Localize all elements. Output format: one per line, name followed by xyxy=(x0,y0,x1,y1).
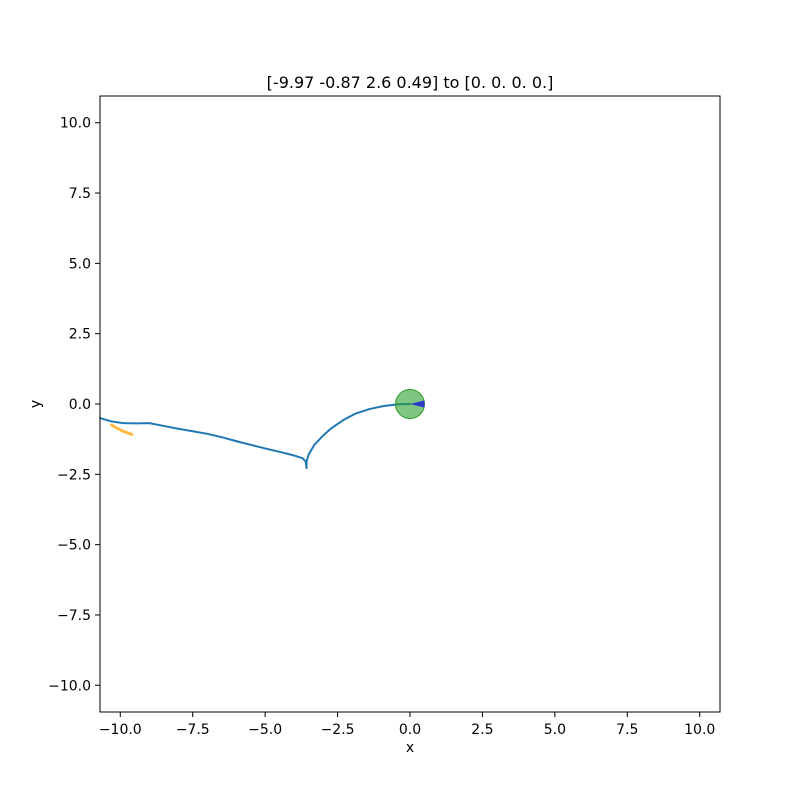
x-tick-label: −5.0 xyxy=(248,722,282,738)
x-tick-label: −2.5 xyxy=(321,722,355,738)
x-tick-label: 7.5 xyxy=(616,722,638,738)
series-line-1 xyxy=(110,423,134,436)
y-tick-label: −5.0 xyxy=(57,538,91,554)
y-tick-label: 10.0 xyxy=(60,116,91,132)
y-tick-label: 0.0 xyxy=(69,397,91,413)
x-tick-label: 0.0 xyxy=(399,722,421,738)
y-tick-label: 2.5 xyxy=(69,327,91,343)
chart-title: [-9.97 -0.87 2.6 0.49] to [0. 0. 0. 0.] xyxy=(267,73,554,92)
y-tick-label: −10.0 xyxy=(48,678,91,694)
x-axis-label: x xyxy=(406,740,414,756)
x-tick-label: 2.5 xyxy=(471,722,493,738)
y-tick-label: −7.5 xyxy=(57,608,91,624)
y-axis-label: y xyxy=(28,400,44,408)
x-tick-label: −10.0 xyxy=(99,722,142,738)
series-line-0 xyxy=(99,403,411,470)
x-tick-label: 10.0 xyxy=(684,722,715,738)
x-tick-label: 5.0 xyxy=(544,722,566,738)
heading-wedge xyxy=(410,400,425,408)
plot-content xyxy=(99,389,425,470)
y-tick-label: −2.5 xyxy=(57,467,91,483)
x-ticks: −10.0 −7.5 −5.0 −2.5 0.0 2.5 5.0 7.5 10.0 xyxy=(99,712,715,738)
y-tick-label: 5.0 xyxy=(69,256,91,272)
y-tick-label: 7.5 xyxy=(69,186,91,202)
y-ticks: −10.0 −7.5 −5.0 −2.5 0.0 2.5 5.0 7.5 10.0 xyxy=(48,116,100,694)
x-tick-label: −7.5 xyxy=(176,722,210,738)
